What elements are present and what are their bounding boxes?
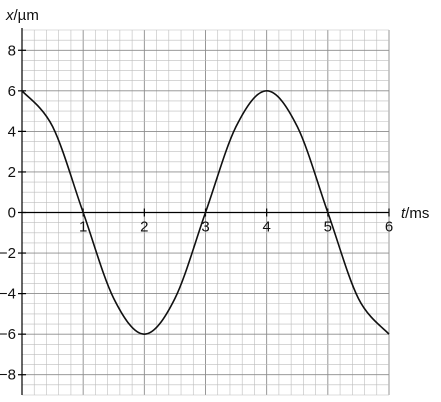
y-tick-label: −8 (0, 367, 16, 384)
x-tick-label: 6 (385, 219, 393, 236)
x-tick-label: 4 (262, 219, 270, 236)
y-tick-label: −4 (0, 286, 16, 303)
y-tick-label: −6 (0, 326, 16, 343)
x-tick-label: 3 (201, 219, 209, 236)
series-line (21, 90, 390, 335)
y-tick-label: 0 (8, 205, 16, 222)
y-tick-label: −2 (0, 245, 16, 262)
axes (18, 28, 390, 395)
x-axis-label: t/ms (401, 205, 429, 222)
tick-labels: 1 2 3 4 5 6 −8 −6 −4 −2 0 2 4 6 8 (0, 42, 393, 383)
y-axis-label: x/µm (5, 7, 39, 24)
y-tick-label: 2 (8, 164, 16, 181)
y-tick-label: 4 (8, 123, 16, 140)
x-tick-label: 1 (79, 219, 87, 236)
x-tick-label: 2 (140, 219, 148, 236)
y-tick-label: 6 (8, 83, 16, 100)
y-tick-label: 8 (8, 42, 16, 59)
x-tick-label: 5 (324, 219, 332, 236)
